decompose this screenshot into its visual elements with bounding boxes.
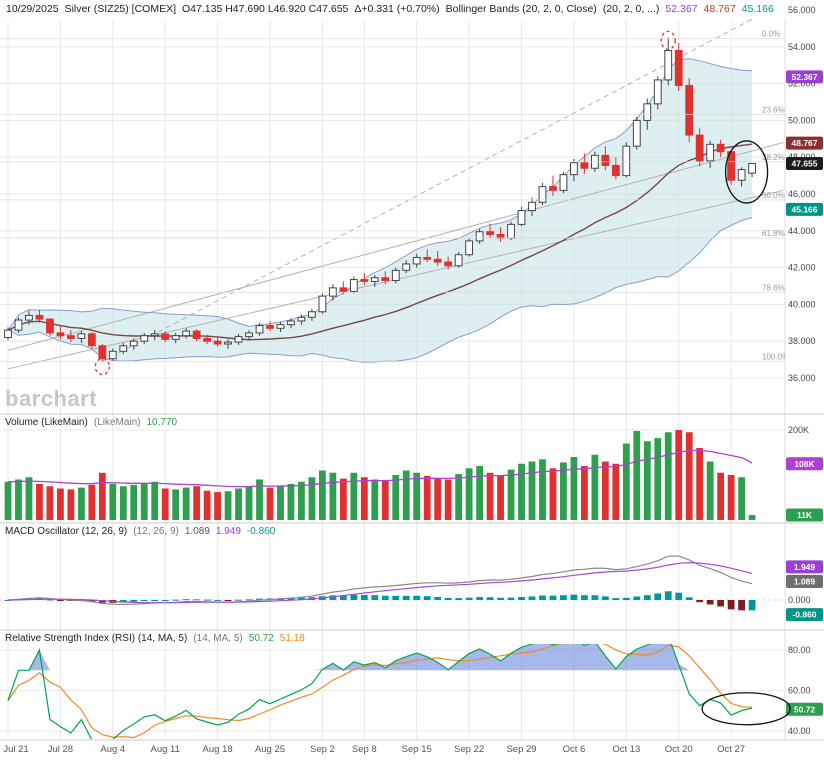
svg-text:Sep 15: Sep 15	[402, 744, 432, 755]
svg-text:45.166: 45.166	[792, 204, 818, 214]
svg-text:Jul 28: Jul 28	[48, 744, 73, 755]
rsi-params: (14, MA, 5)	[193, 633, 243, 644]
svg-text:52.367: 52.367	[792, 72, 818, 82]
svg-text:44.000: 44.000	[788, 226, 816, 236]
price-highlight-ellipse	[724, 140, 769, 204]
svg-text:50.000: 50.000	[788, 115, 816, 125]
volume-value: 10,770	[146, 417, 178, 428]
fibonacci-retracement: 0.0% 23.6% 38.2% 50.0% 61.8% 78.6% 100.0%	[0, 29, 789, 362]
annotations-layer	[94, 30, 791, 726]
svg-text:Sep 8: Sep 8	[352, 744, 377, 755]
svg-text:11K: 11K	[797, 510, 813, 520]
svg-text:78.6%: 78.6%	[762, 283, 785, 292]
bb-middle-value: 48.767	[703, 3, 736, 15]
price-panel	[4, 18, 784, 370]
rsi-title: Relative Strength Index (RSI) (14, MA, 5…	[5, 633, 188, 644]
svg-text:Aug 25: Aug 25	[255, 744, 285, 755]
candles-layer	[4, 37, 756, 362]
rsi-ma-value: 51.18	[279, 633, 305, 644]
macd-signal-value: 1.949	[215, 526, 241, 537]
svg-text:100.0%: 100.0%	[762, 352, 789, 361]
bb-upper-value: 52.367	[665, 3, 698, 15]
svg-text:23.6%: 23.6%	[762, 106, 785, 115]
svg-text:Sep 2: Sep 2	[310, 744, 335, 755]
svg-text:Jul 21: Jul 21	[3, 744, 28, 755]
svg-text:0.000: 0.000	[788, 595, 811, 605]
bb-lower-value: 45.166	[741, 3, 774, 15]
volume-title: Volume (LikeMain)	[5, 417, 88, 428]
svg-text:Aug 18: Aug 18	[203, 744, 233, 755]
svg-text:60.00: 60.00	[788, 686, 811, 696]
volume-params: (LikeMain)	[93, 417, 141, 428]
svg-text:56.000: 56.000	[788, 5, 816, 15]
svg-text:40.000: 40.000	[788, 299, 816, 309]
svg-text:80.00: 80.00	[788, 645, 811, 655]
svg-text:Oct 20: Oct 20	[665, 744, 693, 755]
svg-text:47.655: 47.655	[792, 159, 818, 169]
volume-panel-label: Volume (LikeMain) (LikeMain) 10,770	[5, 417, 183, 428]
macd-panel	[4, 555, 756, 611]
svg-text:Aug 4: Aug 4	[100, 744, 125, 755]
svg-text:1.089: 1.089	[794, 576, 816, 586]
svg-text:46.000: 46.000	[788, 189, 816, 199]
svg-text:Oct 6: Oct 6	[563, 744, 586, 755]
svg-text:52.000: 52.000	[788, 79, 816, 89]
svg-text:Oct 13: Oct 13	[612, 744, 640, 755]
svg-text:50.0%: 50.0%	[762, 191, 785, 200]
svg-text:50.72: 50.72	[794, 704, 816, 714]
svg-text:1.949: 1.949	[794, 562, 816, 572]
quote-change: Δ+0.331 (+0.70%)	[354, 3, 440, 15]
macd-title: MACD Oscillator (12, 26, 9)	[5, 526, 128, 537]
macd-value: 1.089	[184, 526, 210, 537]
svg-text:36.000: 36.000	[788, 373, 816, 383]
study-params: (20, 2, 0, ...)	[602, 3, 660, 15]
svg-text:54.000: 54.000	[788, 42, 816, 52]
svg-text:42.000: 42.000	[788, 263, 816, 273]
svg-text:Aug 11: Aug 11	[150, 744, 179, 755]
rsi-value: 50.72	[248, 633, 274, 644]
svg-text:-0.860: -0.860	[792, 610, 816, 620]
quote-header: 10/29/2025 Silver (SIZ25) [COMEX] O47.135 …	[6, 3, 780, 15]
barchart-watermark: barchart	[5, 386, 98, 411]
symbol-name: Silver (SIZ25) [COMEX]	[64, 3, 176, 15]
rsi-highlight-ellipse	[701, 692, 791, 726]
svg-text:38.2%: 38.2%	[762, 153, 785, 162]
rsi-panel-label: Relative Strength Index (RSI) (14, MA, 5…	[5, 633, 311, 644]
svg-text:108K: 108K	[794, 459, 815, 469]
quote-ohlc: O47.135 H47.690 L46.920 C47.655	[182, 3, 349, 15]
axis-badges: 52.367 48.767 47.655 45.166 108K 11K 1.949 1.08…	[786, 70, 823, 716]
svg-text:40.00: 40.00	[788, 726, 811, 736]
macd-params: (12, 26, 9)	[133, 526, 179, 537]
volume-panel	[4, 430, 756, 520]
macd-hist-value: -0.860	[246, 526, 276, 537]
study-label: Bollinger Bands (20, 2, 0, Close)	[445, 3, 597, 15]
svg-text:38.000: 38.000	[788, 336, 816, 346]
svg-text:Sep 29: Sep 29	[506, 744, 536, 755]
macd-panel-label: MACD Oscillator (12, 26, 9) (12, 26, 9) 1.…	[5, 526, 281, 537]
svg-text:0.0%: 0.0%	[762, 29, 780, 38]
svg-text:200K: 200K	[788, 425, 809, 435]
svg-text:Oct 27: Oct 27	[717, 744, 745, 755]
svg-text:48.767: 48.767	[792, 138, 818, 148]
svg-text:61.8%: 61.8%	[762, 229, 785, 238]
quote-date: 10/29/2025	[6, 3, 59, 15]
rsi-panel	[7, 644, 753, 739]
low-marker-ellipse	[94, 357, 110, 376]
peak-marker-ellipse	[660, 30, 676, 51]
svg-text:Sep 22: Sep 22	[454, 744, 484, 755]
